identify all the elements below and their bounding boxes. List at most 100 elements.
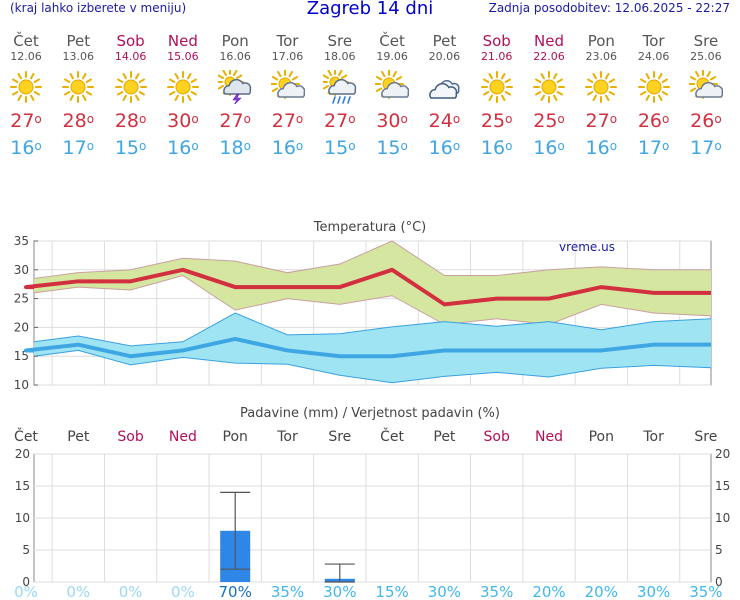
min-temperature: 15o <box>376 137 408 159</box>
band-upper-edge <box>33 240 711 279</box>
max-temperature: 25o <box>480 110 513 132</box>
sunny-icon <box>637 71 670 103</box>
min-temperature: 17o <box>637 137 670 159</box>
max-temperature: 26o <box>637 110 670 132</box>
max-temperature-band <box>34 241 711 325</box>
band-lower-edge <box>33 275 712 326</box>
cloudy-icon <box>429 80 460 99</box>
max-temperature: 27o <box>271 110 304 132</box>
x-tick-label: Pet <box>433 429 456 445</box>
precipitation-probability-label: 70% <box>219 583 252 600</box>
day-name: Sob <box>116 32 145 50</box>
max-temperature: 26o <box>690 110 722 132</box>
precipitation-probability-label: 35% <box>480 583 513 600</box>
day-name: Ned <box>534 32 564 50</box>
max-temperature: 27o <box>219 110 251 132</box>
x-tick-label: Sob <box>117 429 143 445</box>
day-name: Ned <box>167 32 198 50</box>
day-column: Pon 16.06 27o 18o <box>209 33 261 167</box>
x-tick-label: Sre <box>694 429 717 445</box>
x-tick-label: Tor <box>642 429 664 445</box>
day-date: 13.06 <box>62 50 95 63</box>
day-column: Tor 24.06 26o 17o <box>628 33 680 167</box>
day-date: 14.06 <box>114 50 147 63</box>
sunny-icon <box>62 71 95 103</box>
precipitation-probability-label: 35% <box>689 583 722 600</box>
y-tick-label: 35 <box>14 236 29 248</box>
precipitation-probability-label: 0% <box>119 583 143 600</box>
partly-cloudy-icon <box>688 70 723 99</box>
daily-forecast-strip: Čet 12.06 27o 16o Pet 13.06 28o 17o Sob 14.06 28o 1… <box>8 33 736 167</box>
precipitation-probability-label: 0% <box>171 583 195 600</box>
day-date: 20.06 <box>428 50 461 63</box>
min-temperature: 16o <box>10 137 42 159</box>
y-tick-label: 15 <box>14 349 29 363</box>
day-name: Sre <box>693 32 719 50</box>
thunderstorm-icon <box>218 70 252 104</box>
day-name: Pet <box>432 32 457 50</box>
y-tick-label-right: 5 <box>715 543 723 557</box>
precipitation-probability-label: 30% <box>323 583 356 600</box>
min-temperature: 16o <box>428 137 461 159</box>
last-updated-text: Zadnja posodobitev: 12.06.2025 - 22:27 <box>488 1 730 15</box>
min-temperature: 17o <box>62 137 95 159</box>
page-title: Zagreb 14 dni <box>306 0 434 19</box>
day-name: Pon <box>221 32 249 50</box>
day-column: Sre 25.06 26o 17o <box>680 33 732 167</box>
max-temperature: 28o <box>62 110 95 132</box>
day-name: Čet <box>13 32 39 50</box>
band-lower-edge <box>33 349 712 384</box>
y-tick-label-left: 15 <box>15 479 30 493</box>
temperature-chart: 10 15 20 25 30 35 vreme.us <box>14 236 712 392</box>
precipitation-probability-label: 15% <box>375 583 408 600</box>
min-temperature: 17o <box>690 137 722 159</box>
min-temperature-line <box>24 336 711 359</box>
day-column: Sob 14.06 28o 15o <box>105 33 157 167</box>
y-tick-label: 20 <box>14 320 29 334</box>
day-column: Pet 20.06 24o 16o <box>418 33 470 167</box>
sunny-icon <box>166 71 199 103</box>
partly-cloudy-icon <box>270 70 305 99</box>
day-date: 16.06 <box>219 50 251 63</box>
x-tick-label: Sre <box>328 429 351 445</box>
precipitation-probability-label: 0% <box>14 583 38 600</box>
sunny-icon <box>585 71 618 103</box>
day-name: Čet <box>379 32 405 50</box>
min-temperature: 18o <box>219 137 251 159</box>
precipitation-probability-label: 35% <box>271 583 304 600</box>
min-temperature: 16o <box>167 137 199 159</box>
x-tick-label: Tor <box>276 429 298 445</box>
y-tick-label-right: 20 <box>715 447 730 461</box>
x-tick-label: Čet <box>380 427 404 445</box>
max-temperature: 25o <box>533 110 565 132</box>
precipitation-probability-label: 20% <box>532 583 565 600</box>
min-temperature: 16o <box>533 137 565 159</box>
location-menu-hint[interactable]: (kraj lahko izberete v meniju) <box>10 1 187 15</box>
min-temperature: 15o <box>324 137 356 159</box>
x-tick-label: Ned <box>169 429 197 445</box>
band-upper-edge <box>33 312 712 347</box>
max-temperature: 27o <box>324 110 356 132</box>
sun-cloud-rain-icon <box>322 70 356 104</box>
min-temperature: 16o <box>585 137 618 159</box>
header-bar: Zagreb 14 dni (kraj lahko izberete v men… <box>0 0 740 20</box>
y-tick-label-left: 20 <box>15 447 30 461</box>
precipitation-chart: Čet Pet Sob Ned Pon Tor Sre Čet Pet Sob Ned Pon Tor S… <box>14 427 730 600</box>
min-temperature: 16o <box>480 137 513 159</box>
y-tick-label-left: 0 <box>22 575 30 589</box>
precipitation-chart-title: Padavine (mm) / Verjetnost padavin (%) <box>240 406 500 421</box>
day-column: Čet 12.06 27o 16o <box>0 33 52 167</box>
y-tick-label-right: 15 <box>715 479 730 493</box>
x-tick-label: Pon <box>223 429 248 445</box>
x-tick-label: Pon <box>589 429 614 445</box>
max-temperature: 27o <box>10 110 42 132</box>
sunny-icon <box>480 71 513 103</box>
day-column: Sob 21.06 25o 16o <box>471 33 523 167</box>
day-date: 23.06 <box>585 50 618 63</box>
x-tick-label: Čet <box>14 427 38 445</box>
day-name: Pon <box>587 32 615 50</box>
max-temperature: 30o <box>167 110 199 132</box>
day-date: 19.06 <box>376 50 408 63</box>
day-column: Ned 15.06 30o 16o <box>157 33 209 167</box>
day-column: Sre 18.06 27o 15o <box>314 33 366 167</box>
